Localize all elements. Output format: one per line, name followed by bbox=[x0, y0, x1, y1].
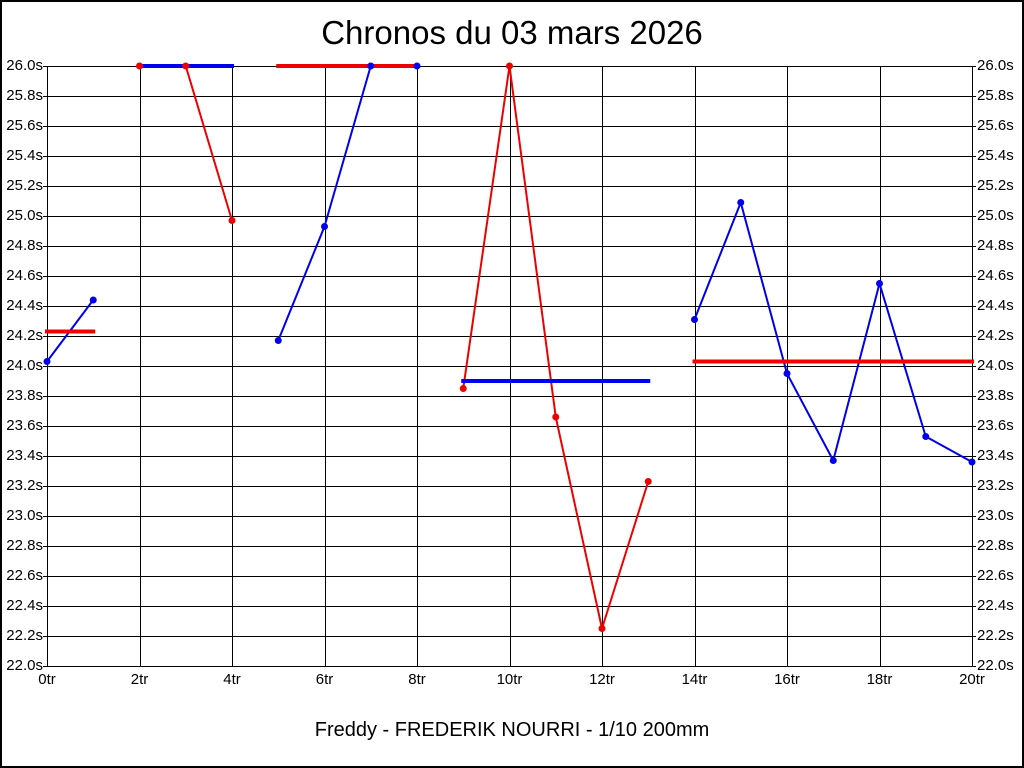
data-point bbox=[644, 478, 652, 485]
data-point bbox=[737, 199, 745, 206]
segment-line-laps-2-4 bbox=[139, 65, 233, 221]
y-axis-label-left: 22.4s bbox=[6, 597, 43, 614]
x-axis-label: 18tr bbox=[866, 671, 893, 688]
y-axis-label-right: 24.0s bbox=[977, 357, 1014, 374]
y-axis-label-left: 24.8s bbox=[6, 237, 43, 254]
y-axis-label-right: 24.8s bbox=[977, 237, 1014, 254]
y-axis-label-right: 22.8s bbox=[977, 537, 1014, 554]
y-axis-label-right: 22.6s bbox=[977, 567, 1014, 584]
y-axis-label-left: 24.4s bbox=[6, 297, 43, 314]
x-axis-label: 6tr bbox=[315, 671, 334, 688]
y-axis-label-right: 23.8s bbox=[977, 387, 1014, 404]
y-axis-label-right: 24.4s bbox=[977, 297, 1014, 314]
y-axis-label-right: 22.4s bbox=[977, 597, 1014, 614]
data-point bbox=[552, 413, 560, 421]
y-axis-label-right: 22.2s bbox=[977, 627, 1014, 644]
data-point bbox=[783, 370, 791, 377]
x-axis-label: 4tr bbox=[223, 671, 241, 688]
y-axis-label-left: 25.0s bbox=[6, 207, 43, 224]
x-axis-label: 12tr bbox=[589, 671, 615, 688]
y-axis-label-left: 26.0s bbox=[6, 57, 43, 74]
y-axis-label-right: 25.6s bbox=[977, 117, 1014, 134]
data-point bbox=[876, 280, 883, 287]
data-point bbox=[274, 337, 282, 344]
data-point bbox=[321, 223, 328, 230]
data-point bbox=[506, 62, 513, 70]
y-axis-label-left: 23.0s bbox=[6, 507, 43, 524]
y-axis-label-right: 24.2s bbox=[977, 327, 1014, 344]
data-point bbox=[459, 385, 467, 392]
data-point bbox=[367, 62, 375, 70]
data-point bbox=[228, 217, 236, 224]
y-axis-label-left: 22.0s bbox=[6, 657, 43, 674]
y-axis-label-right: 23.2s bbox=[977, 477, 1014, 494]
y-axis-label-right: 24.6s bbox=[977, 267, 1014, 284]
data-point bbox=[691, 316, 698, 323]
y-axis-label-right: 23.6s bbox=[977, 417, 1014, 434]
y-axis-label-left: 22.6s bbox=[6, 567, 43, 584]
y-axis-label-right: 22.0s bbox=[977, 657, 1014, 674]
y-axis-label-left: 22.2s bbox=[6, 627, 43, 644]
data-point bbox=[43, 358, 51, 365]
y-axis-label-left: 23.2s bbox=[6, 477, 43, 494]
chart-title: Chronos du 03 mars 2026 bbox=[321, 14, 703, 51]
y-axis-label-left: 24.2s bbox=[6, 327, 43, 344]
x-axis-label: 16tr bbox=[774, 671, 800, 688]
data-point bbox=[182, 62, 190, 70]
x-axis-label: 2tr bbox=[130, 671, 149, 688]
data-point bbox=[829, 457, 837, 464]
x-axis-label: 0tr bbox=[38, 671, 56, 688]
y-axis-label-left: 23.4s bbox=[6, 447, 43, 464]
y-axis-label-left: 24.6s bbox=[6, 267, 43, 284]
y-axis-label-left: 24.0s bbox=[6, 357, 43, 374]
y-axis-label-right: 25.4s bbox=[977, 147, 1014, 164]
x-axis-label: 10tr bbox=[496, 671, 523, 688]
x-axis-label: 20tr bbox=[959, 671, 985, 688]
segment-line-laps-9-13 bbox=[462, 65, 650, 630]
x-axis-label: 14tr bbox=[681, 671, 708, 688]
data-point bbox=[413, 62, 421, 70]
y-axis-label-right: 25.0s bbox=[977, 207, 1014, 224]
y-axis-label-left: 23.8s bbox=[6, 387, 43, 404]
y-axis-label-left: 25.8s bbox=[6, 87, 43, 104]
y-axis-label-left: 25.6s bbox=[6, 117, 43, 134]
segment-line-laps-14-20 bbox=[693, 201, 973, 463]
data-point bbox=[968, 458, 976, 466]
y-axis-label-right: 25.2s bbox=[977, 177, 1014, 194]
x-axis-label: 8tr bbox=[408, 671, 426, 688]
y-axis-label-right: 25.8s bbox=[977, 87, 1014, 104]
data-point bbox=[922, 433, 930, 440]
y-axis-label-left: 25.4s bbox=[6, 147, 43, 164]
segment-line-laps-5-8 bbox=[277, 65, 417, 341]
y-axis-label-left: 22.8s bbox=[6, 537, 43, 554]
chart-caption: Freddy - FREDERIK NOURRI - 1/10 200mm bbox=[314, 719, 710, 741]
y-axis-label-left: 25.2s bbox=[6, 177, 43, 194]
y-axis-label-right: 23.0s bbox=[977, 507, 1014, 524]
y-axis-label-left: 23.6s bbox=[6, 417, 43, 434]
data-point bbox=[89, 296, 97, 304]
y-axis-label-right: 26.0s bbox=[977, 57, 1014, 74]
data-point bbox=[598, 625, 606, 632]
data-point bbox=[136, 62, 143, 70]
y-axis-label-right: 23.4s bbox=[977, 447, 1014, 464]
